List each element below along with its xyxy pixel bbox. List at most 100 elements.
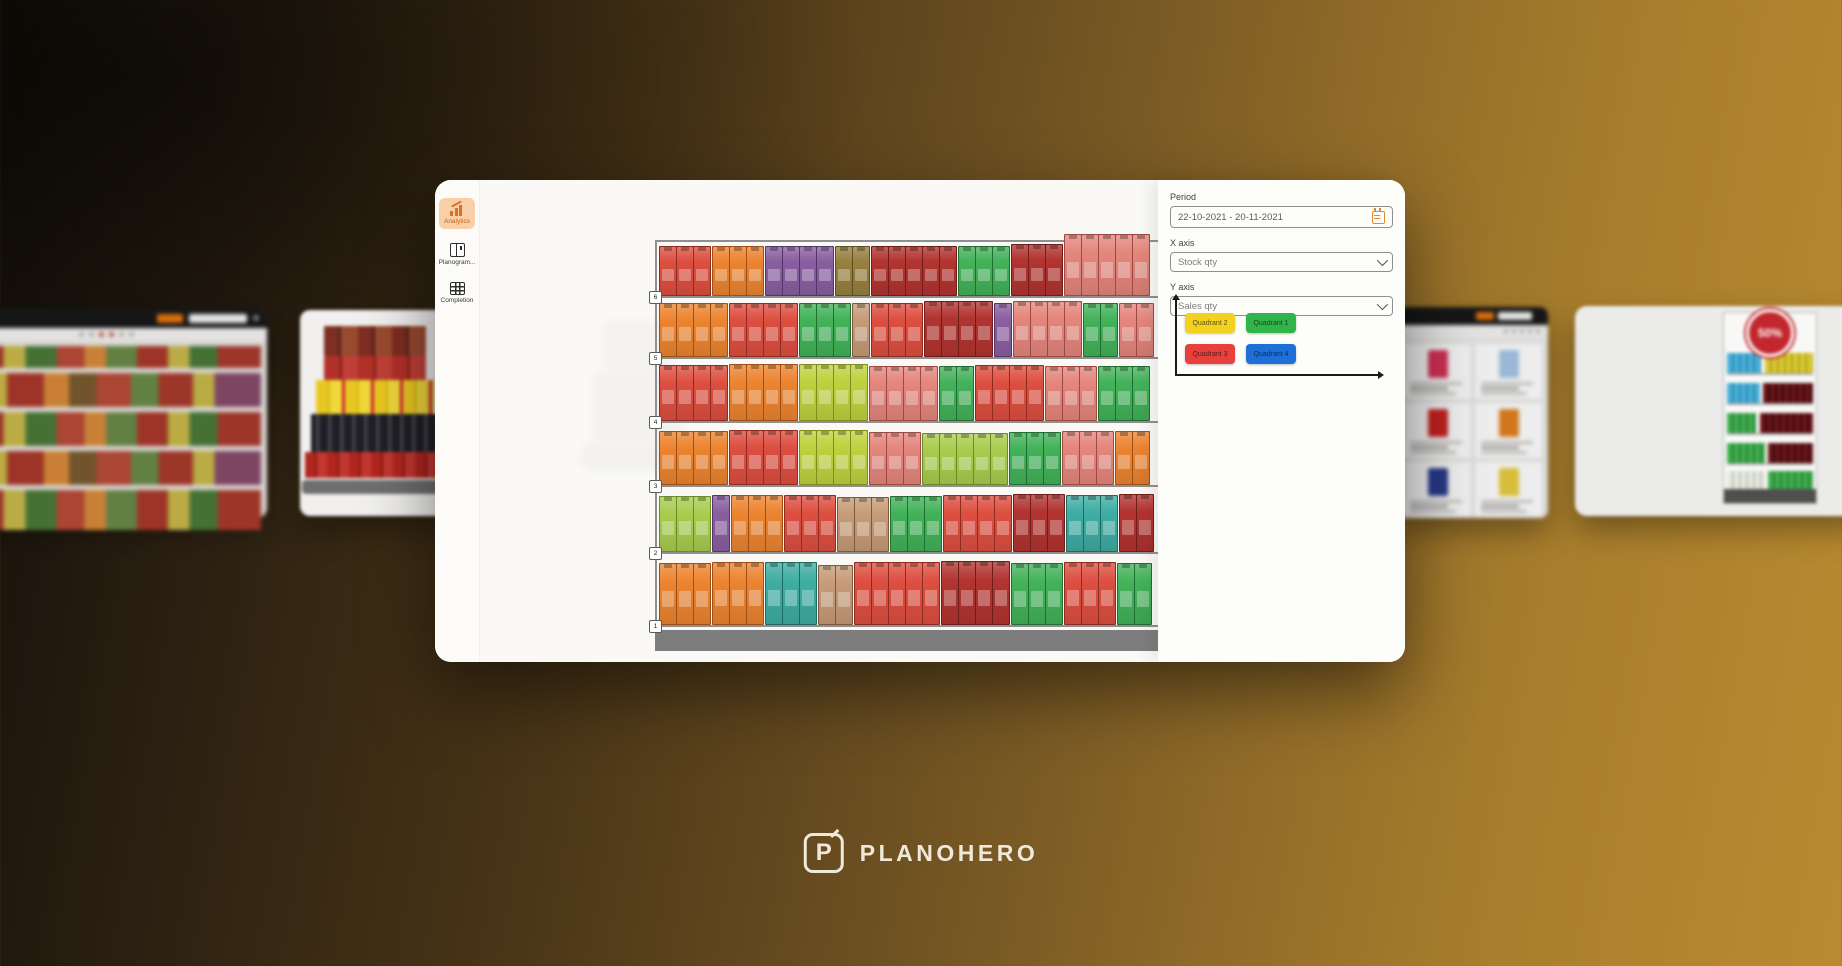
product-facing[interactable] [1080,432,1096,484]
product-facing[interactable] [694,497,710,551]
product-group[interactable] [924,301,993,357]
product-group[interactable] [712,495,730,552]
product-group[interactable] [1098,366,1150,421]
product-facing[interactable] [1029,564,1045,624]
product-group[interactable] [1119,303,1154,357]
product-facing[interactable] [995,496,1011,551]
product-facing[interactable] [1120,495,1136,551]
product-group[interactable] [659,496,711,552]
product-facing[interactable] [781,365,797,420]
product-facing[interactable] [660,564,676,624]
product-facing[interactable] [800,365,816,420]
product-group[interactable] [869,432,921,485]
product-facing[interactable] [1029,245,1045,295]
product-facing[interactable] [942,302,958,356]
product-facing[interactable] [660,247,676,295]
product-facing[interactable] [1118,564,1134,624]
product-facing[interactable] [1084,496,1100,551]
product-facing[interactable] [1010,433,1026,484]
product-facing[interactable] [764,365,780,420]
product-facing[interactable] [677,366,693,420]
x-axis-select[interactable]: Stock qty [1170,252,1393,272]
product-facing[interactable] [730,247,746,295]
product-facing[interactable] [1031,495,1047,551]
product-group[interactable] [712,246,764,296]
product-group[interactable] [1045,366,1097,421]
product-facing[interactable] [694,247,710,295]
product-facing[interactable] [800,247,816,295]
product-group[interactable] [659,365,728,421]
product-facing[interactable] [817,304,833,356]
product-facing[interactable] [800,563,816,624]
product-facing[interactable] [872,304,888,356]
product-facing[interactable] [1137,495,1153,551]
product-facing[interactable] [1027,433,1043,484]
product-facing[interactable] [1101,496,1117,551]
product-group[interactable] [1066,495,1118,552]
product-group[interactable] [890,496,942,552]
product-group[interactable] [1115,431,1150,485]
product-group[interactable] [765,562,817,625]
product-facing[interactable] [1031,302,1047,356]
product-facing[interactable] [766,247,782,295]
product-facing[interactable] [870,367,886,420]
product-facing[interactable] [940,247,956,295]
product-facing[interactable] [747,431,763,484]
product-facing[interactable] [853,304,869,356]
product-facing[interactable] [906,247,922,295]
quadrant-button[interactable]: Quadrant 3 [1185,344,1235,364]
product-group[interactable] [729,430,798,485]
product-facing[interactable] [1012,564,1028,624]
product-facing[interactable] [836,247,852,295]
product-group[interactable] [871,303,923,357]
product-facing[interactable] [711,304,727,356]
product-facing[interactable] [1067,496,1083,551]
quadrant-button[interactable]: Quadrant 4 [1246,344,1296,364]
product-facing[interactable] [677,304,693,356]
product-facing[interactable] [1014,302,1030,356]
product-group[interactable] [854,562,940,625]
product-facing[interactable] [993,366,1009,420]
product-facing[interactable] [1044,433,1060,484]
product-facing[interactable] [959,247,975,295]
product-group[interactable] [958,246,1010,296]
product-group[interactable] [1011,563,1063,625]
product-facing[interactable] [819,566,835,624]
product-facing[interactable] [1014,495,1030,551]
product-facing[interactable] [851,431,867,484]
product-group[interactable] [659,431,728,485]
product-group[interactable] [1011,244,1063,296]
product-group[interactable] [975,365,1044,421]
product-facing[interactable] [995,304,1011,356]
product-facing[interactable] [766,496,782,551]
product-group[interactable] [659,563,711,625]
product-facing[interactable] [1135,564,1151,624]
period-date-input[interactable]: 22-10-2021 - 20-11-2021 [1170,206,1393,228]
product-facing[interactable] [677,247,693,295]
product-group[interactable] [922,433,1008,485]
product-group[interactable] [941,561,1010,625]
product-facing[interactable] [817,365,833,420]
product-facing[interactable] [940,367,956,420]
product-facing[interactable] [855,498,871,551]
product-facing[interactable] [800,431,816,484]
product-facing[interactable] [1120,304,1136,356]
product-facing[interactable] [872,563,888,624]
product-facing[interactable] [1065,302,1081,356]
product-facing[interactable] [1137,304,1153,356]
product-facing[interactable] [887,433,903,484]
product-group[interactable] [729,303,798,357]
product-facing[interactable] [959,562,975,624]
product-facing[interactable] [730,365,746,420]
product-facing[interactable] [694,366,710,420]
product-facing[interactable] [747,304,763,356]
product-facing[interactable] [1099,367,1115,420]
product-facing[interactable] [800,304,816,356]
product-facing[interactable] [904,367,920,420]
product-facing[interactable] [944,496,960,551]
product-facing[interactable] [819,496,835,551]
product-facing[interactable] [974,434,990,484]
product-facing[interactable] [1101,304,1117,356]
product-facing[interactable] [834,431,850,484]
product-facing[interactable] [781,431,797,484]
